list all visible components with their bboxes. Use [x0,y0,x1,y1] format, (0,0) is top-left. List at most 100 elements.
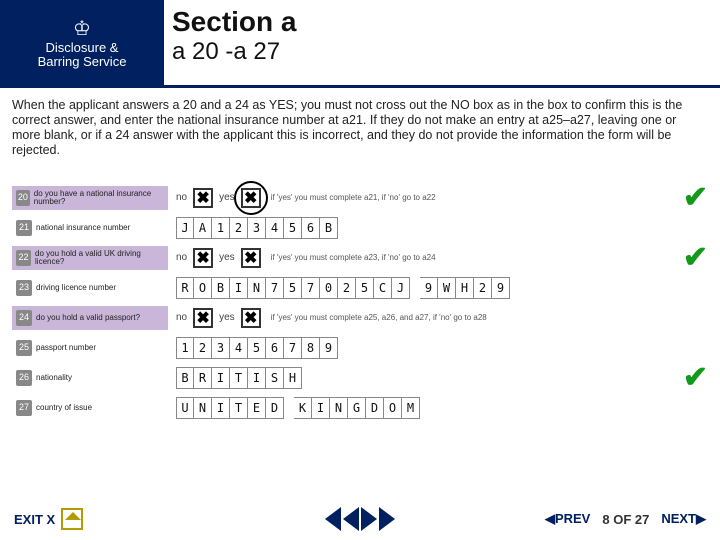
input-cell[interactable]: 3 [212,337,230,359]
input-cell[interactable]: 9 [492,277,510,299]
input-cell[interactable]: 7 [284,337,302,359]
yes-checkbox[interactable]: ✖ [241,248,261,268]
input-boxes: 123456789 [176,337,338,359]
input-cell[interactable]: R [176,277,194,299]
input-cell[interactable]: 9 [420,277,438,299]
row-label: 23driving licence number [12,276,168,300]
input-cell[interactable]: 4 [266,217,284,239]
footer: EXIT X ◀PREV 8 OF 27 NEXT▶ [0,508,720,530]
input-cell[interactable]: A [194,217,212,239]
input-cell[interactable]: 8 [302,337,320,359]
home-icon [61,508,83,530]
check-icon: ✔ [683,180,708,215]
input-cell[interactable]: 2 [474,277,492,299]
no-checkbox[interactable]: ✖ [193,188,213,208]
input-cell[interactable]: 5 [284,217,302,239]
row-label: 24 do you hold a valid passport? [12,306,168,330]
form-area: 20do you have a national insurance numbe… [0,180,720,421]
input-cell[interactable]: J [392,277,410,299]
input-cell[interactable]: B [212,277,230,299]
input-cell[interactable]: S [266,367,284,389]
row-label: 21national insurance number [12,216,168,240]
input-cell[interactable]: 6 [266,337,284,359]
exit-button[interactable]: EXIT X [14,508,83,530]
forward-icon[interactable] [361,507,377,531]
row-label: 26nationality [12,366,168,390]
input-cell[interactable] [410,277,420,299]
input-cell[interactable]: W [438,277,456,299]
input-cell[interactable]: T [230,397,248,419]
input-cell[interactable]: N [330,397,348,419]
row-label-text: national insurance number [36,224,130,232]
input-cell[interactable]: K [294,397,312,419]
yes-checkbox[interactable]: ✖ [241,308,261,328]
input-cell[interactable]: O [384,397,402,419]
input-cell[interactable]: J [176,217,194,239]
input-cell[interactable]: 6 [302,217,320,239]
no-checkbox[interactable]: ✖ [193,308,213,328]
input-cell[interactable]: B [320,217,338,239]
input-cell[interactable]: 1 [176,337,194,359]
input-cell[interactable]: H [284,367,302,389]
input-cell[interactable]: M [402,397,420,419]
input-cell[interactable]: I [312,397,330,419]
input-cell[interactable]: 2 [194,337,212,359]
input-cell[interactable]: 5 [248,337,266,359]
form-row-21: 21national insurance number JA123456B [12,214,708,241]
no-checkbox[interactable]: ✖ [193,248,213,268]
input-cell[interactable] [284,397,294,419]
input-cell[interactable]: G [348,397,366,419]
row-label: 27country of issue [12,396,168,420]
input-cell[interactable]: N [194,397,212,419]
input-cell[interactable]: D [266,397,284,419]
input-cell[interactable]: 5 [284,277,302,299]
input-cell[interactable]: I [230,277,248,299]
check-icon: ✔ [683,240,708,275]
input-cell[interactable]: 5 [356,277,374,299]
rewind-icon-2[interactable] [343,507,359,531]
input-cell[interactable]: B [176,367,194,389]
input-cell[interactable]: H [456,277,474,299]
input-cell[interactable]: 4 [230,337,248,359]
row-label-text: do you hold a valid UK driving licence? [35,250,164,266]
input-cell[interactable]: I [212,397,230,419]
title-box: Section a a 20 -a 27 [164,0,720,85]
forward-icon-2[interactable] [379,507,395,531]
input-boxes: UNITEDKINGDOM [176,397,420,419]
prev-button[interactable]: ◀PREV [545,511,590,527]
input-cell[interactable]: 3 [248,217,266,239]
input-cell[interactable]: 0 [320,277,338,299]
row-label-text: country of issue [36,404,92,412]
section-subtitle: a 20 -a 27 [172,38,712,66]
input-cell[interactable]: D [366,397,384,419]
input-cell[interactable]: 2 [230,217,248,239]
input-cell[interactable]: 2 [338,277,356,299]
input-cell[interactable]: E [248,397,266,419]
input-cell[interactable]: 1 [212,217,230,239]
input-cell[interactable]: I [212,367,230,389]
form-row-24: 24do you hold a valid passport?no✖yes✖if… [12,304,708,331]
input-cell[interactable]: U [176,397,194,419]
exit-label: EXIT X [14,512,55,527]
input-cell[interactable]: O [194,277,212,299]
yes-label: yes [219,252,235,263]
input-cell[interactable]: 9 [320,337,338,359]
input-cell[interactable]: 7 [302,277,320,299]
logo: ♔ Disclosure & Barring Service [0,0,164,85]
form-row-26: 26nationalityBRITISH✔ [12,364,708,391]
input-cell[interactable]: 7 [266,277,284,299]
row-number: 20 [16,190,30,206]
crest-icon: ♔ [73,16,91,41]
yes-checkbox[interactable]: ✖ [241,188,261,208]
page-indicator: 8 OF 27 [602,512,649,527]
input-cell[interactable]: I [248,367,266,389]
input-cell[interactable]: C [374,277,392,299]
row-number: 24 [16,310,32,326]
input-cell[interactable]: T [230,367,248,389]
input-cell[interactable]: N [248,277,266,299]
rewind-icon[interactable] [325,507,341,531]
input-cell[interactable]: R [194,367,212,389]
next-button[interactable]: NEXT▶ [661,511,706,527]
row-label-text: driving licence number [36,284,116,292]
row-label-text: do you hold a valid passport? [36,314,140,322]
